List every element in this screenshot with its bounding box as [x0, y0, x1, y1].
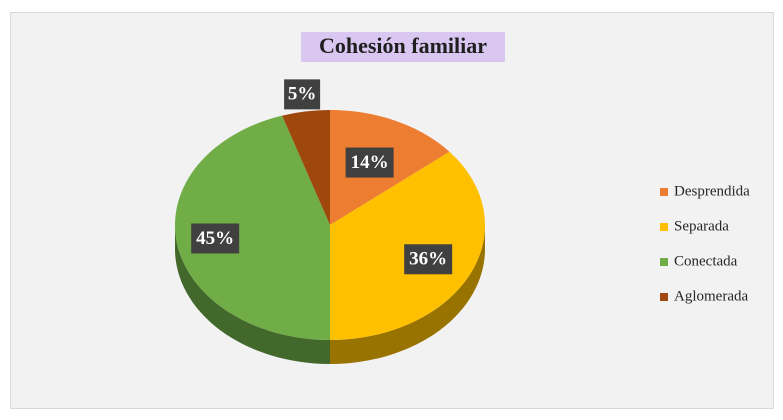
data-label: 14% [351, 152, 389, 173]
slice-side [175, 225, 330, 364]
legend-swatch [660, 258, 668, 266]
label-box [284, 79, 321, 110]
label-box [345, 147, 394, 178]
data-label: 36% [409, 249, 447, 270]
legend-label: Desprendida [674, 183, 750, 199]
data-label: 45% [196, 228, 234, 249]
legend-label: Conectada [674, 253, 738, 269]
slice [175, 115, 330, 340]
title-highlight [301, 32, 505, 62]
slice-side [330, 225, 485, 364]
legend-swatch [660, 293, 668, 301]
legend-swatch [660, 188, 668, 196]
legend-swatch [660, 223, 668, 231]
legend-label: Separada [674, 218, 729, 234]
legend-label: Aglomerada [674, 288, 748, 304]
label-box [191, 223, 240, 254]
label-box [404, 244, 453, 275]
slice [282, 110, 330, 225]
data-label: 5% [288, 84, 317, 105]
chart-title: Cohesión familiar [319, 33, 487, 58]
